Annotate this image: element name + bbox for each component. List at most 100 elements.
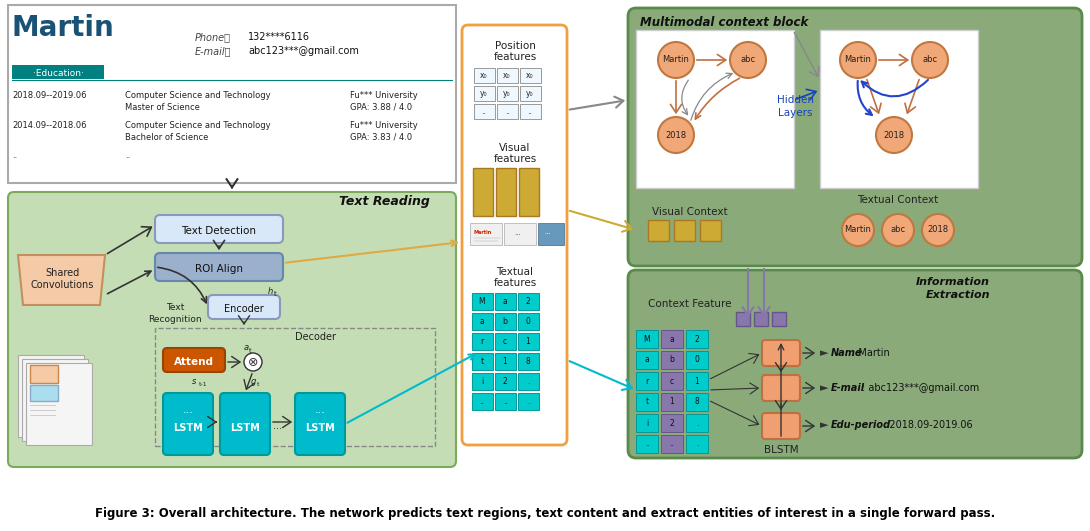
Text: y₀: y₀ — [481, 90, 488, 98]
Bar — [754, 312, 768, 326]
Polygon shape — [19, 255, 105, 305]
Text: g: g — [251, 376, 256, 386]
Bar — [495, 313, 516, 330]
Circle shape — [840, 42, 876, 78]
Bar — [661, 393, 683, 411]
Text: 8: 8 — [694, 398, 700, 407]
Text: Fu*** University: Fu*** University — [350, 121, 417, 130]
Text: .: . — [526, 398, 529, 407]
FancyBboxPatch shape — [155, 253, 283, 281]
FancyBboxPatch shape — [462, 25, 567, 445]
Text: Encoder: Encoder — [225, 304, 264, 314]
Text: .: . — [695, 440, 699, 449]
Text: Master of Science: Master of Science — [125, 102, 199, 112]
Text: Computer Science and Technology: Computer Science and Technology — [125, 90, 270, 99]
Text: : Martin: : Martin — [851, 348, 889, 358]
Text: 1: 1 — [669, 398, 675, 407]
Text: features: features — [494, 52, 536, 62]
Bar — [504, 223, 536, 245]
Text: Context Feature: Context Feature — [649, 299, 731, 309]
FancyBboxPatch shape — [208, 295, 280, 319]
Text: c: c — [670, 376, 674, 386]
Text: ...: ... — [272, 421, 281, 431]
Text: 8: 8 — [525, 357, 531, 366]
Text: ►: ► — [820, 348, 828, 358]
Bar — [736, 312, 750, 326]
Bar — [686, 435, 708, 453]
Circle shape — [730, 42, 766, 78]
Text: Visual: Visual — [499, 143, 531, 153]
FancyBboxPatch shape — [220, 393, 270, 455]
Bar — [700, 220, 720, 241]
Bar — [820, 30, 978, 188]
Text: h: h — [268, 287, 274, 296]
Text: LSTM: LSTM — [230, 423, 259, 433]
Bar — [674, 220, 695, 241]
Text: Visual Context: Visual Context — [652, 207, 728, 217]
Text: a: a — [502, 297, 507, 306]
Text: ►: ► — [820, 383, 828, 393]
Text: : 2018.09-2019.06: : 2018.09-2019.06 — [883, 420, 972, 430]
Text: Edu-period: Edu-period — [831, 420, 892, 430]
Bar — [635, 372, 658, 390]
Bar — [495, 353, 516, 370]
Text: Computer Science and Technology: Computer Science and Technology — [125, 121, 270, 130]
Bar — [470, 223, 502, 245]
Text: features: features — [494, 278, 536, 288]
Circle shape — [658, 42, 694, 78]
FancyBboxPatch shape — [628, 270, 1082, 458]
Bar — [31, 385, 58, 401]
Bar — [635, 30, 794, 188]
Circle shape — [912, 42, 948, 78]
Circle shape — [244, 353, 262, 371]
Text: 2014.09--2018.06: 2014.09--2018.06 — [12, 121, 86, 130]
Text: 0: 0 — [525, 318, 531, 327]
Text: r: r — [481, 338, 484, 347]
Text: GPA: 3.88 / 4.0: GPA: 3.88 / 4.0 — [350, 102, 412, 112]
Bar — [518, 393, 538, 410]
Text: Martin: Martin — [845, 226, 871, 235]
FancyBboxPatch shape — [164, 393, 213, 455]
Bar — [520, 86, 541, 101]
Bar — [472, 333, 493, 350]
Text: y₀: y₀ — [526, 90, 534, 98]
Bar — [661, 414, 683, 432]
FancyBboxPatch shape — [295, 393, 346, 455]
Text: ...: ... — [545, 229, 552, 235]
Bar — [518, 313, 538, 330]
Text: Information: Information — [916, 277, 990, 287]
Bar — [635, 393, 658, 411]
Text: 2018: 2018 — [665, 131, 687, 140]
Bar — [495, 333, 516, 350]
Text: a: a — [480, 318, 484, 327]
FancyBboxPatch shape — [762, 413, 800, 439]
Text: ROI Align: ROI Align — [195, 264, 243, 274]
Text: Figure 3: Overall architecture. The network predicts text regions, text content : Figure 3: Overall architecture. The netw… — [95, 507, 995, 519]
Text: Recognition: Recognition — [148, 314, 202, 323]
Bar — [538, 223, 564, 245]
Text: ...: ... — [514, 230, 521, 236]
FancyBboxPatch shape — [164, 348, 225, 372]
Bar — [472, 353, 493, 370]
Text: Text Reading: Text Reading — [339, 195, 429, 209]
Bar — [518, 373, 538, 390]
Text: t: t — [274, 291, 277, 297]
Text: Multimodal context block: Multimodal context block — [640, 15, 809, 29]
Text: Hidden: Hidden — [776, 95, 813, 105]
Bar — [635, 351, 658, 369]
Text: LSTM: LSTM — [173, 423, 203, 433]
Text: ..: .. — [480, 398, 484, 407]
Bar — [474, 86, 495, 101]
Circle shape — [658, 117, 694, 153]
Text: Decoder: Decoder — [294, 332, 336, 342]
Bar — [686, 414, 708, 432]
Text: .: . — [695, 418, 699, 427]
Text: Martin: Martin — [474, 230, 493, 236]
Text: Text Detection: Text Detection — [182, 226, 256, 236]
Bar — [686, 351, 708, 369]
Text: Extraction: Extraction — [925, 290, 990, 300]
Text: abc: abc — [740, 56, 755, 64]
Text: Martin: Martin — [663, 56, 690, 64]
Text: b: b — [502, 318, 508, 327]
Text: r: r — [645, 376, 649, 386]
